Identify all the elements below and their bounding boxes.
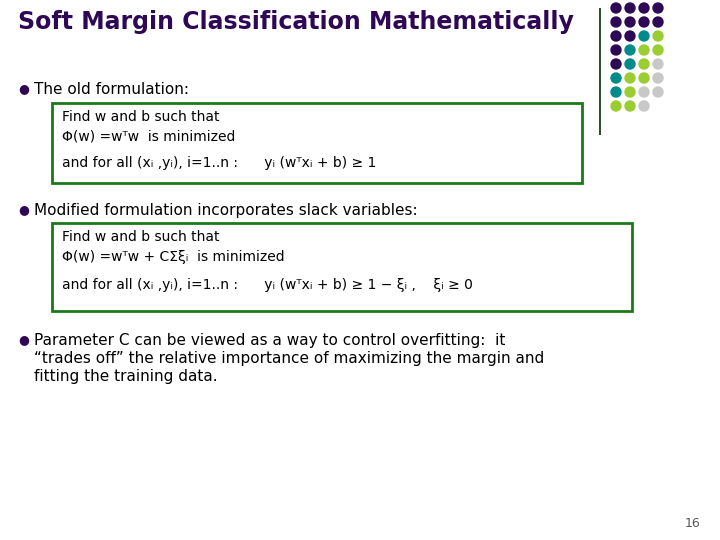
Circle shape [639,73,649,83]
Circle shape [625,87,635,97]
Circle shape [625,17,635,27]
Circle shape [611,3,621,13]
Text: “trades off” the relative importance of maximizing the margin and: “trades off” the relative importance of … [34,351,544,366]
Circle shape [611,17,621,27]
Circle shape [625,45,635,55]
Circle shape [625,3,635,13]
Circle shape [639,101,649,111]
Text: and for all (xᵢ ,yᵢ), i=1..n :      yᵢ (wᵀxᵢ + b) ≥ 1 − ξᵢ ,    ξᵢ ≥ 0: and for all (xᵢ ,yᵢ), i=1..n : yᵢ (wᵀxᵢ … [62,278,473,292]
Text: ●: ● [18,82,29,95]
Circle shape [653,31,663,41]
Circle shape [625,101,635,111]
Text: The old formulation:: The old formulation: [34,82,189,97]
Circle shape [653,45,663,55]
Text: Parameter C can be viewed as a way to control overfitting:  it: Parameter C can be viewed as a way to co… [34,333,505,348]
FancyBboxPatch shape [52,223,632,311]
Circle shape [639,3,649,13]
Text: Φ(w) =wᵀw  is minimized: Φ(w) =wᵀw is minimized [62,130,235,144]
FancyBboxPatch shape [52,103,582,183]
Circle shape [611,45,621,55]
Circle shape [625,31,635,41]
Circle shape [639,17,649,27]
Circle shape [611,73,621,83]
Text: Find w and b such that: Find w and b such that [62,230,220,244]
Text: 16: 16 [684,517,700,530]
Circle shape [625,73,635,83]
Circle shape [639,87,649,97]
Text: ●: ● [18,333,29,346]
Text: Soft Margin Classification Mathematically: Soft Margin Classification Mathematicall… [18,10,574,34]
Text: fitting the training data.: fitting the training data. [34,369,217,384]
Circle shape [639,59,649,69]
Circle shape [653,87,663,97]
Circle shape [611,101,621,111]
Text: Φ(w) =wᵀw + CΣξᵢ  is minimized: Φ(w) =wᵀw + CΣξᵢ is minimized [62,250,284,264]
Circle shape [653,73,663,83]
Circle shape [611,87,621,97]
Circle shape [653,59,663,69]
Circle shape [639,45,649,55]
Circle shape [639,31,649,41]
Text: Modified formulation incorporates slack variables:: Modified formulation incorporates slack … [34,203,418,218]
Text: ●: ● [18,203,29,216]
Circle shape [611,59,621,69]
Circle shape [653,3,663,13]
Circle shape [625,59,635,69]
Circle shape [653,17,663,27]
Text: and for all (xᵢ ,yᵢ), i=1..n :      yᵢ (wᵀxᵢ + b) ≥ 1: and for all (xᵢ ,yᵢ), i=1..n : yᵢ (wᵀxᵢ … [62,156,377,170]
Text: Find w and b such that: Find w and b such that [62,110,220,124]
Circle shape [611,31,621,41]
